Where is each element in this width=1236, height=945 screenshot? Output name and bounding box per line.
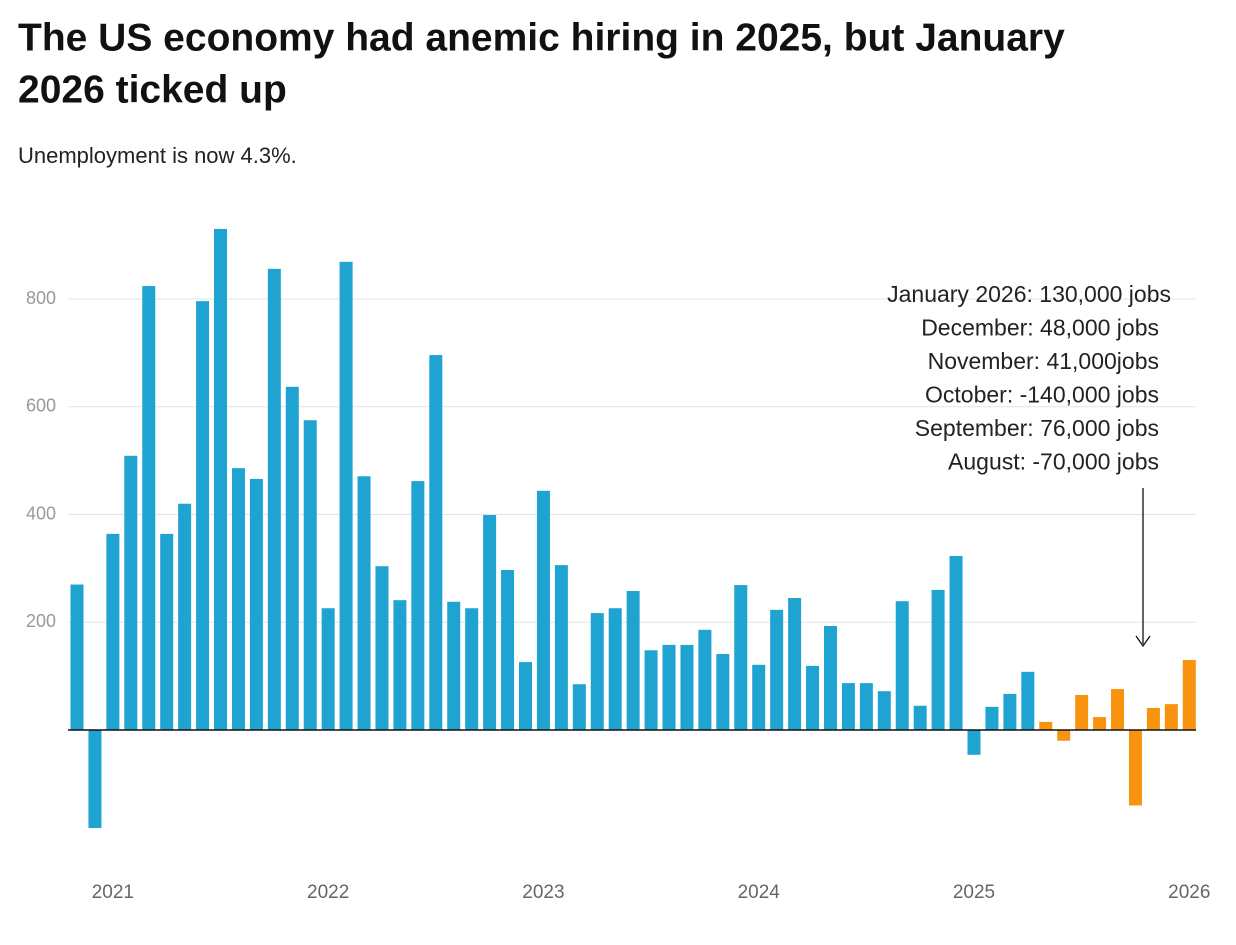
y-tick-label: 600 xyxy=(26,396,56,416)
chart-title: 2026 ticked up xyxy=(18,68,287,111)
x-tick-label: 2022 xyxy=(307,882,349,903)
bar xyxy=(88,730,102,829)
bar xyxy=(841,683,855,730)
bar xyxy=(877,691,891,730)
bar xyxy=(178,503,192,730)
chart-title: The US economy had anemic hiring in 2025… xyxy=(18,16,1065,59)
bar xyxy=(1111,689,1125,730)
bar xyxy=(465,608,479,730)
bar xyxy=(716,654,730,730)
annotation: August: -70,000 jobs xyxy=(948,449,1159,475)
bar xyxy=(214,228,228,730)
x-tick-label: 2023 xyxy=(522,882,564,903)
bar xyxy=(644,650,658,730)
bar xyxy=(1093,717,1107,730)
bar xyxy=(1128,730,1142,806)
bar xyxy=(1164,704,1178,730)
bar xyxy=(662,644,676,730)
bar xyxy=(949,555,963,730)
bar xyxy=(734,585,748,730)
bar xyxy=(1075,694,1089,730)
bar xyxy=(1003,693,1017,730)
bar xyxy=(375,566,389,730)
bar xyxy=(608,608,622,730)
bar xyxy=(752,664,766,730)
bar xyxy=(913,705,927,730)
bar xyxy=(142,286,156,730)
bar xyxy=(698,629,712,730)
bar xyxy=(823,626,837,730)
bar xyxy=(895,601,909,730)
bar xyxy=(536,490,550,730)
bar xyxy=(1039,721,1053,730)
bar xyxy=(859,683,873,730)
bar xyxy=(70,584,84,730)
bar xyxy=(357,476,371,730)
bar xyxy=(770,609,784,730)
bar xyxy=(339,261,353,730)
bar xyxy=(572,684,586,730)
bar xyxy=(447,601,461,730)
bar xyxy=(554,565,568,730)
x-tick-label: 2026 xyxy=(1168,882,1210,903)
annotation-arrowhead xyxy=(1135,635,1151,648)
bar xyxy=(321,608,335,730)
bar xyxy=(1057,730,1071,741)
bar xyxy=(249,478,263,730)
bar xyxy=(590,613,604,730)
bar xyxy=(267,268,281,730)
bar xyxy=(985,706,999,730)
bar xyxy=(680,644,694,730)
x-tick-label: 2024 xyxy=(738,882,781,903)
bar xyxy=(106,533,120,730)
bar xyxy=(231,468,245,730)
bar xyxy=(196,301,210,730)
bar xyxy=(1021,671,1035,730)
bar xyxy=(788,598,802,730)
bar xyxy=(806,665,820,730)
subtitle: Unemployment is now 4.3%. xyxy=(18,143,297,168)
annotation: January 2026: 130,000 jobs xyxy=(887,281,1171,307)
bar xyxy=(411,481,425,730)
bar xyxy=(429,355,443,730)
y-tick-label: 800 xyxy=(26,288,56,308)
bar xyxy=(483,515,497,730)
bar xyxy=(1146,707,1160,730)
annotation: December: 48,000 jobs xyxy=(921,315,1159,341)
bar xyxy=(393,600,407,730)
bar xyxy=(303,420,317,730)
y-tick-label: 400 xyxy=(26,503,56,523)
bar xyxy=(626,591,640,730)
annotation: October: -140,000 jobs xyxy=(925,382,1159,408)
bar xyxy=(967,730,981,755)
x-tick-label: 2025 xyxy=(953,882,995,903)
x-tick-label: 2021 xyxy=(92,882,134,903)
bar xyxy=(519,662,532,730)
bar xyxy=(124,455,138,730)
y-tick-label: 200 xyxy=(26,611,56,631)
bar xyxy=(931,589,945,730)
bar xyxy=(285,386,299,730)
bar xyxy=(160,533,174,730)
annotation: November: 41,000jobs xyxy=(928,348,1159,374)
annotation: September: 76,000 jobs xyxy=(915,415,1159,441)
bar xyxy=(1182,659,1196,730)
bar xyxy=(501,569,515,730)
